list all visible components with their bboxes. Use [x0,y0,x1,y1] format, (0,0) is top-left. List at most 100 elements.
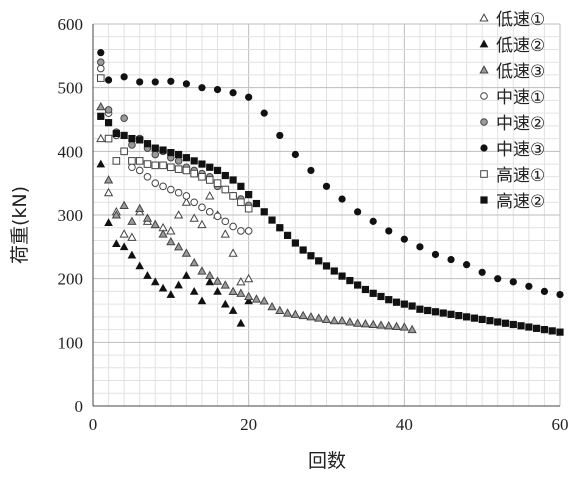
data-point [158,283,168,292]
data-point [244,204,253,213]
data-point [128,135,136,143]
data-point [174,188,183,197]
data-point [167,163,175,172]
data-point [190,157,198,165]
data-point [322,182,331,190]
data-point [494,318,502,326]
data-point [136,78,144,86]
data-point [151,179,160,187]
data-point [159,182,167,191]
data-point [220,229,230,238]
data-point [478,268,486,276]
data-point [237,182,245,190]
data-point [96,74,105,82]
data-point [205,191,215,200]
data-point [291,239,299,247]
data-point [399,322,409,331]
data-point [127,216,137,225]
data-point [431,250,440,259]
data-point [229,222,237,231]
data-point [229,89,237,97]
y-tick-label: 0 [75,397,84,416]
data-point [135,261,145,270]
data-point [151,78,159,86]
grid [93,23,561,406]
data-point [260,208,268,216]
data-point [533,324,541,332]
data-point [142,213,153,222]
legend-marker [480,170,488,178]
data-point [407,324,417,334]
data-point [181,248,192,257]
data-point [182,166,191,175]
data-point [174,280,183,289]
data-point [384,320,394,330]
legend-marker [479,13,489,22]
data-point [556,290,564,299]
data-point [159,161,167,170]
data-point [282,308,293,317]
data-point [244,227,253,235]
data-point [103,187,114,197]
data-point [167,77,175,85]
data-point [173,210,184,219]
series-6 [97,49,564,299]
data-point [167,185,175,194]
data-point [151,150,160,159]
data-point [377,292,385,301]
legend-label: 高速② [496,192,545,212]
data-point [299,246,307,254]
data-point [182,192,191,200]
data-point [205,270,215,280]
data-point [221,217,230,226]
data-point [283,231,292,239]
data-point [213,212,222,221]
data-point [556,328,564,336]
data-point [135,203,145,213]
data-point [291,150,299,159]
data-point [120,73,128,81]
y-tick-label: 300 [58,206,84,225]
data-point [221,299,230,308]
data-point [181,197,192,206]
legend-label: 高速① [496,166,545,186]
data-point [462,313,471,321]
data-point [337,315,347,325]
legend: 低速① 低速② 低速③ 中速① 中速② 中速③ 高速① 高速② [479,10,545,212]
data-point [159,146,167,154]
data-point [151,161,160,170]
data-point [470,314,478,322]
data-point [314,313,324,322]
data-point [354,281,362,289]
data-point [509,320,517,329]
data-point [228,306,238,314]
legend-label: 低速① [496,10,545,30]
data-point [540,325,549,334]
data-point [416,243,424,251]
data-point [245,93,253,101]
data-point [424,306,432,315]
data-point [213,166,222,175]
data-point [391,321,402,330]
data-point [96,133,106,143]
data-point [244,273,254,283]
data-point [221,185,230,194]
data-point [251,294,262,303]
data-point [127,232,137,241]
data-point [96,58,105,67]
data-point [198,84,206,92]
data-point [229,176,237,184]
data-point [103,175,114,184]
legend-marker [480,118,488,126]
data-point [197,296,207,305]
data-point [276,131,284,140]
data-point [321,314,332,323]
data-point [128,157,136,165]
data-point [197,219,207,229]
data-point [198,160,206,168]
data-point [190,169,198,178]
data-point [275,305,285,315]
data-point [166,290,176,298]
data-point [400,235,408,243]
